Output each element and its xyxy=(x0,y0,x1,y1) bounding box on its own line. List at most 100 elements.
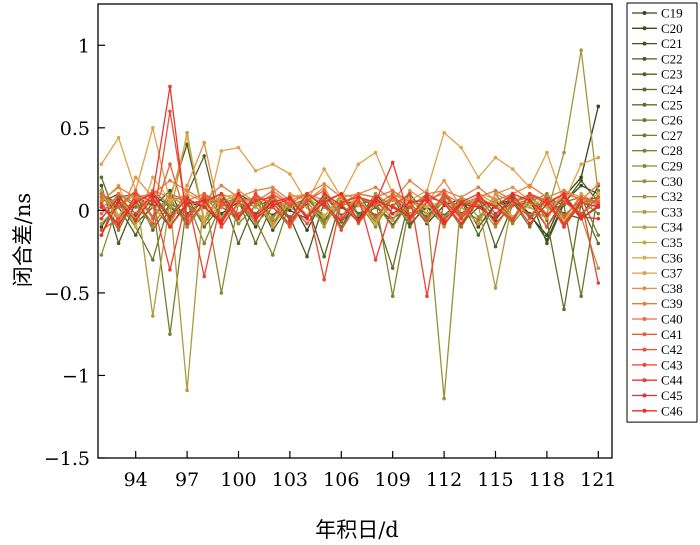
x-tick-label: 121 xyxy=(580,469,616,491)
legend-marker-C32 xyxy=(642,194,647,199)
data-point-C44-101 xyxy=(253,198,258,203)
data-point-C46-111 xyxy=(425,198,429,203)
data-point-C46-121 xyxy=(596,216,601,221)
data-point-C23-105 xyxy=(322,254,326,259)
data-point-C46-98 xyxy=(202,198,207,203)
legend-marker-C37 xyxy=(642,271,647,276)
data-point-C43-110 xyxy=(408,192,412,196)
data-point-C21-96 xyxy=(168,188,172,193)
y-tick-label: −1.5 xyxy=(44,448,90,470)
data-point-C37-96 xyxy=(168,200,172,204)
data-point-C42-102 xyxy=(270,192,275,196)
data-point-C36-117 xyxy=(527,203,532,208)
data-point-C37-115 xyxy=(493,155,498,160)
data-point-C32-115 xyxy=(493,225,498,229)
legend-marker-C19 xyxy=(642,11,647,15)
x-tick-label: 118 xyxy=(529,469,565,491)
data-point-C40-107 xyxy=(356,192,361,196)
data-point-C41-96 xyxy=(168,162,172,166)
plot-frame xyxy=(97,3,613,459)
plot-area xyxy=(98,4,612,458)
data-point-C24-114 xyxy=(476,233,481,237)
legend-item-C38: C38 xyxy=(632,281,683,296)
data-point-C24-121 xyxy=(596,241,601,246)
data-point-C27-96 xyxy=(168,332,172,336)
data-point-C44-94 xyxy=(133,211,138,216)
data-point-C36-97 xyxy=(185,134,189,138)
data-point-C45-105 xyxy=(322,192,326,196)
x-tick-label: 106 xyxy=(323,469,359,491)
y-axis-title: 闭合差/ns xyxy=(11,193,35,287)
data-point-C35-111 xyxy=(425,211,429,216)
data-point-C37-100 xyxy=(236,145,241,150)
data-point-C42-93 xyxy=(116,216,121,221)
legend-label-C42: C42 xyxy=(661,342,683,357)
data-point-C39-92 xyxy=(99,198,104,203)
data-point-C21-102 xyxy=(270,228,275,232)
series-line-C37 xyxy=(100,127,599,225)
data-point-C43-114 xyxy=(476,195,481,199)
data-point-C37-102 xyxy=(270,162,275,166)
legend-item-C20: C20 xyxy=(632,21,683,36)
data-point-C38-113 xyxy=(459,205,464,209)
data-point-C44-93 xyxy=(116,195,121,199)
data-point-C43-116 xyxy=(510,218,515,223)
data-point-C38-110 xyxy=(408,188,412,193)
data-point-C45-121 xyxy=(596,203,601,208)
data-point-C46-115 xyxy=(493,216,498,221)
data-point-C43-104 xyxy=(305,198,309,203)
data-point-C19-121 xyxy=(596,104,601,109)
data-point-C38-115 xyxy=(493,192,498,196)
data-point-C27-113 xyxy=(459,225,464,229)
data-point-C32-108 xyxy=(373,192,378,196)
data-point-C40-96 xyxy=(168,195,172,199)
data-point-C37-95 xyxy=(151,126,155,130)
legend-item-C24: C24 xyxy=(632,82,683,97)
data-point-C46-114 xyxy=(476,205,481,209)
data-point-C45-111 xyxy=(425,195,429,199)
data-point-C43-121 xyxy=(596,281,601,285)
legend-marker-C22 xyxy=(642,56,647,61)
data-point-C30-100 xyxy=(236,221,241,226)
data-point-C36-119 xyxy=(562,218,566,223)
legend-marker-C21 xyxy=(642,41,647,46)
data-point-C46-101 xyxy=(253,216,258,221)
data-point-C36-94 xyxy=(133,225,138,229)
data-point-C43-105 xyxy=(322,277,326,282)
data-point-C27-94 xyxy=(133,205,138,209)
data-point-C42-103 xyxy=(288,203,292,208)
legend-item-C19: C19 xyxy=(632,6,683,21)
data-point-C43-92 xyxy=(99,201,104,206)
data-point-C20-120 xyxy=(579,183,583,188)
data-point-C42-112 xyxy=(442,192,446,196)
data-point-C45-102 xyxy=(270,200,275,204)
x-tick-label: 112 xyxy=(426,469,462,491)
legend-label-C44: C44 xyxy=(661,373,683,388)
legend-item-C42: C42 xyxy=(632,342,683,357)
data-point-C46-107 xyxy=(356,218,361,223)
data-point-C45-97 xyxy=(185,197,189,201)
data-point-C37-101 xyxy=(253,168,258,173)
data-point-C39-108 xyxy=(373,185,378,190)
data-point-C41-121 xyxy=(596,200,601,204)
x-tick-label: 103 xyxy=(272,469,308,491)
legend-label-C21: C21 xyxy=(661,36,683,51)
data-point-C36-95 xyxy=(151,175,155,180)
data-point-C43-101 xyxy=(253,192,258,196)
data-point-C30-114 xyxy=(476,215,481,219)
legend-item-C41: C41 xyxy=(632,327,683,342)
data-point-C38-114 xyxy=(476,221,481,226)
data-point-C44-113 xyxy=(459,221,464,226)
data-point-C41-94 xyxy=(133,188,138,193)
legend-marker-C39 xyxy=(642,301,647,306)
data-point-C44-106 xyxy=(339,218,344,223)
data-point-C39-97 xyxy=(185,188,189,193)
data-point-C20-101 xyxy=(253,225,258,229)
data-point-C37-121 xyxy=(596,155,601,160)
data-point-C33-102 xyxy=(270,216,275,221)
data-point-C37-108 xyxy=(373,150,378,155)
legend-item-C32: C32 xyxy=(632,189,683,204)
data-point-C39-119 xyxy=(562,188,566,193)
data-point-C37-118 xyxy=(545,150,549,155)
data-point-C41-100 xyxy=(236,211,241,216)
